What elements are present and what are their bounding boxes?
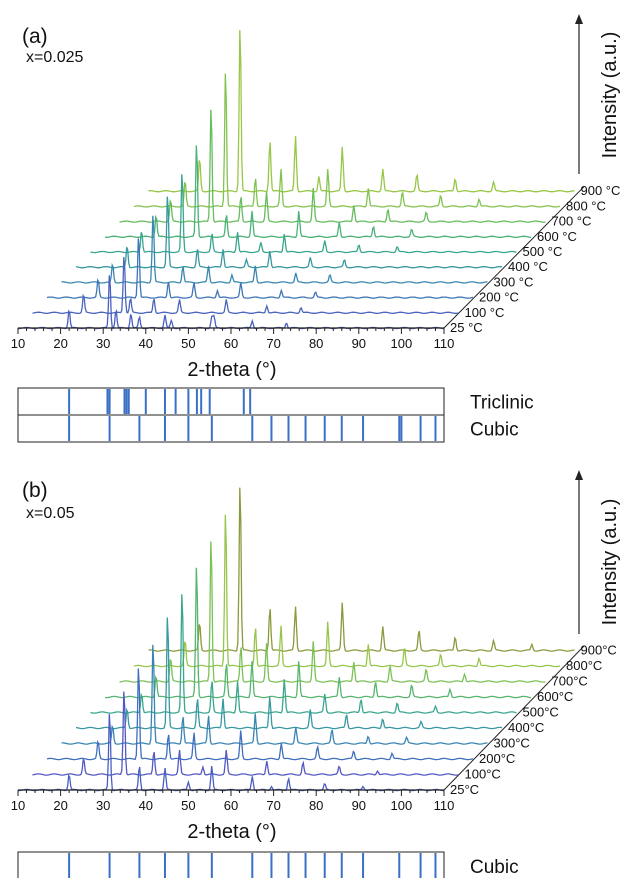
panel-b-pattern-6	[104, 567, 532, 699]
panel-b-pattern-3	[61, 644, 488, 745]
panel-a-reference-patterns: Triclinic Cubic	[17, 387, 534, 443]
panel-b-temp-label-3: 300°C	[494, 736, 530, 751]
panel-b-composition: x=0.05	[26, 505, 75, 522]
panel-b-pattern-2	[46, 668, 474, 761]
panel-a-temp-label-6: 600 °C	[537, 229, 577, 244]
panel-b-temp-label-6: 600°C	[537, 689, 573, 704]
panel-a-pattern-3	[61, 215, 488, 284]
panel-a-pattern-1	[32, 257, 459, 315]
panel-b-x-tick-label: 110	[434, 798, 455, 813]
panel-b-temp-label-0: 25°C	[450, 782, 479, 797]
panel-b-reference-patterns: Cubic	[17, 851, 519, 878]
panel-a-x-tick-label: 60	[224, 336, 238, 351]
panel-a-pattern-5	[90, 174, 517, 254]
panel-b-x-tick-label: 10	[11, 798, 25, 813]
panel-a-x-axis-title: 2-theta (°)	[187, 359, 276, 381]
panel-a-depth-axis-line	[443, 185, 585, 329]
panel-b-pattern-1	[32, 691, 459, 776]
panel-b-temp-label-2: 200°C	[479, 751, 515, 766]
panel-b-ref-box-0	[17, 851, 445, 878]
panel-a-temp-label-5: 500 °C	[523, 244, 563, 259]
panel-a-x-tick-label: 110	[434, 336, 455, 351]
panel-a-temp-label-9: 900 °C	[581, 183, 621, 198]
panel-b-x-tick-label: 50	[181, 798, 195, 813]
panel-b-x-tick-label: 60	[224, 798, 238, 813]
panel-a-pattern-0	[17, 275, 445, 330]
panel-a-intensity-axis-title: Intensity (a.u.)	[599, 32, 621, 159]
panel-b-pattern-9	[148, 487, 575, 652]
panel-a: (a) x=0.025 2-theta (°) Intensity (a.u.)…	[11, 14, 621, 443]
panel-b-x-tick-label: 40	[139, 798, 153, 813]
panel-a-x-tick-label: 20	[53, 336, 67, 351]
panel-b-x-tick-label: 80	[309, 798, 323, 813]
panel-a-intensity-arrowhead	[575, 14, 583, 24]
panel-a-ref-box-1	[17, 414, 445, 443]
panel-a-ref-box-0	[17, 387, 445, 416]
panel-b-x-tick-label: 20	[53, 798, 67, 813]
panel-b-temp-label-7: 700°C	[552, 674, 588, 689]
panel-b-temp-label-5: 500°C	[523, 705, 559, 720]
panel-a-pattern-6	[105, 145, 531, 239]
panel-b-intensity-axis-title: Intensity (a.u.)	[599, 499, 621, 626]
panel-a-pattern-4	[75, 196, 503, 269]
panel-a-label: (a)	[22, 25, 48, 48]
panel-b-label: (b)	[22, 479, 48, 502]
panel-a-temp-label-7: 700 °C	[552, 214, 592, 229]
panel-b-temp-label-8: 800°C	[566, 658, 602, 673]
panel-b-temp-label-1: 100°C	[465, 767, 501, 782]
panel-b-x-tick-label: 100	[391, 798, 413, 813]
panel-a-composition: x=0.025	[26, 49, 83, 66]
panel-b-intensity-arrowhead	[575, 470, 583, 480]
panel-a-x-tick-label: 100	[391, 336, 413, 351]
panel-a-pattern-9	[148, 29, 575, 193]
panel-b-plot: 25°C100°C200°C300°C400°C500°C600°C700°C8…	[11, 470, 617, 813]
panel-b-x-tick-label: 70	[266, 798, 280, 813]
panel-a-temp-label-0: 25 °C	[450, 320, 483, 335]
panel-a-x-tick-label: 70	[266, 336, 280, 351]
panel-a-temp-label-8: 800 °C	[566, 198, 606, 213]
panel-b-temp-label-4: 400°C	[508, 720, 544, 735]
panel-a-temp-label-1: 100 °C	[465, 305, 505, 320]
panel-b-x-axis-title: 2-theta (°)	[187, 821, 276, 843]
panel-a-x-tick-label: 80	[309, 336, 323, 351]
panel-a-temp-label-4: 400 °C	[508, 259, 548, 274]
panel-b: (b) x=0.05 2-theta (°) Intensity (a.u.) …	[11, 470, 621, 878]
panel-a-temp-label-3: 300 °C	[494, 274, 534, 289]
panel-a-x-tick-label: 50	[181, 336, 195, 351]
panel-b-pattern-4	[75, 617, 503, 730]
panel-a-temp-label-2: 200 °C	[479, 290, 519, 305]
panel-b-pattern-7	[119, 541, 546, 683]
panel-a-x-tick-label: 10	[11, 336, 25, 351]
panel-a-phase-name-0: Triclinic	[470, 393, 534, 414]
panel-a-pattern-8	[133, 73, 561, 208]
panel-a-x-tick-label: 40	[139, 336, 153, 351]
panel-b-pattern-0	[18, 714, 444, 792]
panel-b-temp-label-9: 900°C	[581, 643, 617, 658]
panel-b-depth-axis-line	[443, 645, 585, 791]
panel-b-x-tick-label: 90	[352, 798, 366, 813]
panel-b-pattern-5	[90, 594, 517, 714]
panel-b-pattern-8	[133, 514, 561, 668]
panel-a-x-tick-label: 90	[352, 336, 366, 351]
panel-a-pattern-7	[119, 109, 546, 223]
panel-b-phase-name-0: Cubic	[470, 857, 519, 878]
panel-a-x-tick-label: 30	[96, 336, 110, 351]
panel-b-x-tick-label: 30	[96, 798, 110, 813]
panel-a-phase-name-1: Cubic	[470, 420, 519, 441]
panel-a-pattern-2	[46, 238, 474, 299]
